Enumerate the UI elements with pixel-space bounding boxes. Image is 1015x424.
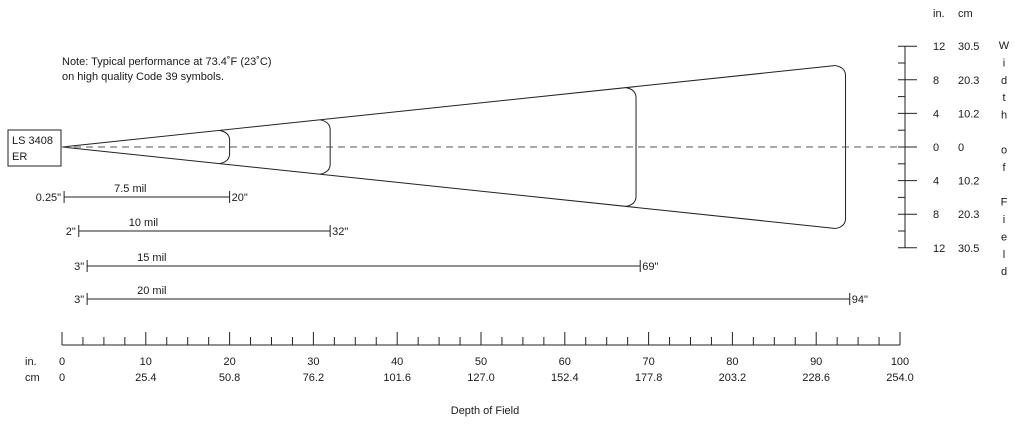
width-of-field-letter: t: [1002, 92, 1005, 104]
beam-arc-3: [625, 87, 637, 207]
range-end-label: 32": [332, 226, 348, 238]
range-bars: 0.25" 20" 7.5 mil 2" 32" 10 mil 3" 69" 15 mil 3" 9…: [36, 183, 868, 306]
beam-upper-edge: [61, 65, 836, 148]
depth-tick-in-label: 20: [223, 356, 235, 368]
depth-unit-cm: cm: [25, 372, 40, 384]
scanner-label-line-1: LS 3408: [12, 135, 53, 147]
range-end-label: 94": [852, 294, 868, 306]
range-end-label: 20": [232, 192, 248, 204]
width-scale-ticks: 12 30.5 8 20.3 4 10.2 0 0 4 10.2 8 20.3 12 30.5: [898, 41, 979, 255]
width-tick-in-label: 12: [933, 41, 945, 53]
depth-axis-title: Depth of Field: [451, 405, 519, 417]
width-of-field-letter: i: [1003, 214, 1005, 226]
width-unit-in: in.: [933, 8, 945, 20]
width-tick-cm-label: 20.3: [958, 75, 979, 87]
width-of-field-letter: F: [1001, 197, 1008, 209]
depth-tick-in-label: 90: [810, 356, 822, 368]
beam-arc-1: [219, 129, 231, 165]
width-tick-in-label: 8: [933, 75, 939, 87]
depth-unit-in: in.: [25, 356, 37, 368]
width-of-field-letter: e: [1001, 231, 1007, 243]
note-line-2: on high quality Code 39 symbols.: [62, 71, 224, 83]
beam-lower-edge: [61, 146, 836, 229]
width-unit-cm: cm: [958, 8, 973, 20]
range-bar-label: 7.5 mil: [114, 183, 146, 195]
depth-tick-cm-label: 127.0: [467, 372, 495, 384]
width-of-field-letter: o: [1001, 144, 1007, 156]
width-tick-in-label: 8: [933, 209, 939, 221]
beam-cone: [61, 65, 847, 229]
width-tick-in-label: 12: [933, 243, 945, 255]
width-tick-cm-label: 0: [958, 142, 964, 154]
depth-tick-cm-label: 0: [59, 372, 65, 384]
width-tick-cm-label: 10.2: [958, 176, 979, 188]
range-start-label: 3": [74, 294, 84, 306]
depth-tick-in-label: 30: [307, 356, 319, 368]
depth-tick-in-label: 60: [559, 356, 571, 368]
range-bar-label: 10 mil: [129, 217, 158, 229]
range-start-label: 3": [74, 261, 84, 273]
depth-tick-in-label: 100: [891, 356, 909, 368]
width-of-field-letter: l: [1003, 249, 1005, 261]
depth-tick-in-label: 10: [140, 356, 152, 368]
range-start-label: 2": [66, 226, 76, 238]
note-line-1: Note: Typical performance at 73.4˚F (23˚…: [62, 56, 272, 68]
width-of-field-letter: W: [999, 40, 1010, 52]
scanner-box: [7, 129, 62, 167]
depth-tick-cm-label: 177.8: [635, 372, 663, 384]
depth-tick-cm-label: 50.8: [219, 372, 240, 384]
width-tick-in-label: 4: [933, 108, 939, 120]
range-end-label: 69": [642, 261, 658, 273]
width-tick-cm-label: 10.2: [958, 108, 979, 120]
depth-tick-cm-label: 101.6: [383, 372, 411, 384]
depth-tick-in-label: 70: [642, 356, 654, 368]
width-tick-in-label: 4: [933, 176, 939, 188]
depth-tick-in-label: 80: [726, 356, 738, 368]
depth-tick-cm-label: 228.6: [802, 372, 830, 384]
width-of-field-letter: i: [1003, 57, 1005, 69]
width-of-field-letter: f: [1002, 162, 1006, 174]
depth-tick-cm-label: 25.4: [135, 372, 156, 384]
depth-tick-in-label: 50: [475, 356, 487, 368]
scanner-label-line-2: ER: [12, 151, 27, 163]
depth-axis-ticks: 0 0 10 25.4 20 50.8 30 76.2 40 101.6 50 127.0 60 152.…: [59, 332, 914, 384]
width-tick-cm-label: 30.5: [958, 41, 979, 53]
width-tick-cm-label: 20.3: [958, 209, 979, 221]
width-tick-in-label: 0: [933, 142, 939, 154]
width-of-field-letter: d: [1001, 75, 1007, 87]
depth-tick-cm-label: 76.2: [303, 372, 324, 384]
range-start-label: 0.25": [36, 192, 61, 204]
depth-tick-cm-label: 152.4: [551, 372, 579, 384]
depth-tick-in-label: 0: [59, 356, 65, 368]
depth-tick-cm-label: 203.2: [719, 372, 747, 384]
width-of-field-letter: d: [1001, 266, 1007, 278]
width-of-field-letter: h: [1001, 110, 1007, 122]
width-tick-cm-label: 30.5: [958, 243, 979, 255]
range-bar-label: 15 mil: [137, 252, 166, 264]
range-bar-label: 20 mil: [137, 285, 166, 297]
depth-tick-cm-label: 254.0: [886, 372, 914, 384]
depth-tick-in-label: 40: [391, 356, 403, 368]
